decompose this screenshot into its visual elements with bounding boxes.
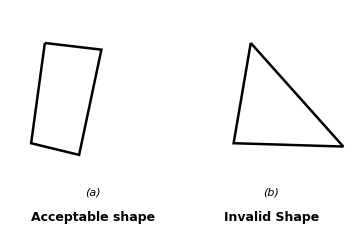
Text: Invalid Shape: Invalid Shape	[224, 210, 319, 223]
Text: (a): (a)	[85, 187, 101, 197]
Text: (b): (b)	[263, 187, 279, 197]
Text: Acceptable shape: Acceptable shape	[31, 210, 155, 223]
